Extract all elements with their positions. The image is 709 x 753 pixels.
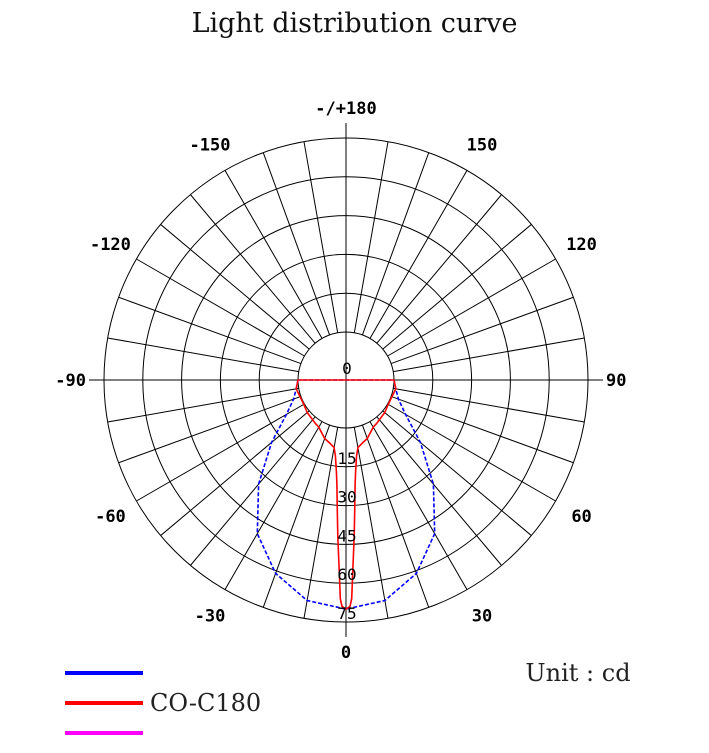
grid-spoke-50 xyxy=(382,410,532,536)
radial-label-15: 15 xyxy=(337,449,356,468)
grid-spoke-70 xyxy=(390,395,574,464)
grid-spoke-40 xyxy=(376,416,502,566)
grid-spoke-120 xyxy=(387,258,556,357)
grid-spoke-220 xyxy=(190,194,316,344)
data-series xyxy=(256,379,436,611)
unit-label: Unit : cd xyxy=(525,659,630,687)
angle-label--30: -30 xyxy=(195,607,226,627)
grid-spoke-240 xyxy=(136,258,305,357)
angle-label--60: -60 xyxy=(95,507,126,527)
grid-spoke-280 xyxy=(107,387,299,423)
radial-label-0: 0 xyxy=(342,359,352,378)
angle-label-150: 150 xyxy=(467,135,498,155)
angle-label-90: 90 xyxy=(606,371,626,391)
radial-label-75: 75 xyxy=(337,604,356,623)
radial-label-30: 30 xyxy=(337,488,356,507)
legend: CO-C180 xyxy=(65,671,261,735)
angle-label--120: -120 xyxy=(90,235,131,255)
grid-spoke-260 xyxy=(107,337,299,373)
grid-spoke-160 xyxy=(361,152,430,336)
grid-spoke-100 xyxy=(393,337,585,373)
legend-label-2: CO-C180 xyxy=(150,689,261,717)
grid-spoke-150 xyxy=(369,170,468,339)
angle-label-180: -/+180 xyxy=(315,99,376,119)
grid-spoke-320 xyxy=(190,416,316,566)
grid-spoke-60 xyxy=(387,403,556,502)
radial-tick-labels: 0 15 30 45 60 75 xyxy=(337,359,356,623)
angle-tick-labels: -/+180-150 150-120 120-90 90-60 60-30 300 xyxy=(55,99,626,663)
grid-spoke-190 xyxy=(303,141,339,333)
series-curve-1 xyxy=(256,379,436,610)
angle-label-0: 0 xyxy=(341,643,351,663)
grid-spoke-330 xyxy=(224,421,323,590)
grid-spoke-290 xyxy=(118,395,302,464)
grid-spoke-30 xyxy=(369,421,468,590)
grid-spoke-140 xyxy=(376,194,502,344)
angle-label--150: -150 xyxy=(190,135,231,155)
grid-spoke-250 xyxy=(118,296,302,365)
chart-title: Light distribution curve xyxy=(191,8,518,39)
grid-spoke-340 xyxy=(262,424,331,608)
grid-spoke-170 xyxy=(353,141,389,333)
grid-spoke-310 xyxy=(160,410,310,536)
grid-spoke-10 xyxy=(353,427,389,619)
grid-spoke-130 xyxy=(382,224,532,350)
angle-label-120: 120 xyxy=(566,235,597,255)
grid-spoke-200 xyxy=(262,152,331,336)
angle-label-60: 60 xyxy=(571,507,591,527)
radial-label-45: 45 xyxy=(337,526,356,545)
grid-spoke-210 xyxy=(224,170,323,339)
grid-spoke-300 xyxy=(136,403,305,502)
angle-label--90: -90 xyxy=(55,371,86,391)
polar-grid xyxy=(89,123,603,637)
series-curve-2 xyxy=(295,379,397,611)
grid-spoke-350 xyxy=(303,427,339,619)
angle-label-30: 30 xyxy=(472,607,492,627)
radial-label-60: 60 xyxy=(337,565,356,584)
grid-spoke-110 xyxy=(390,296,574,365)
grid-spoke-20 xyxy=(361,424,430,608)
grid-spoke-230 xyxy=(160,224,310,350)
grid-spoke-80 xyxy=(393,387,585,423)
